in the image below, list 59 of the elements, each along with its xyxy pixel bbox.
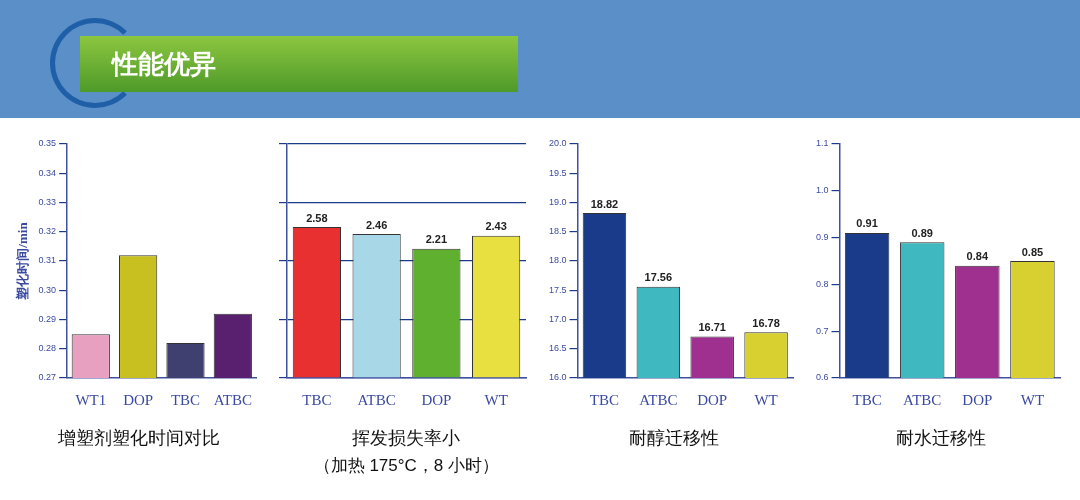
y-tick-label: 0.28 [38,343,56,354]
data-label: 0.89 [911,226,934,239]
data-label: 2.43 [485,220,507,233]
x-tick-label: DOP [122,391,153,408]
y-tick-label: 1.1 [816,138,829,149]
y-tick-label: 0.8 [816,278,829,289]
x-tick-label: WT1 [74,391,106,408]
y-tick-label: 0.7 [816,325,829,336]
y-tick-label: 0.29 [38,313,56,324]
data-label: 17.56 [644,271,673,284]
y-tick-label: 19.0 [549,196,567,207]
x-tick-label: ATBC [903,391,942,408]
y-tick-label: 0.6 [816,372,829,383]
text: （加热 175°C，8 小时） [313,455,499,477]
y-tick-label: 17.5 [549,284,567,295]
data-label: 2.58 [305,211,328,224]
x-tick-label: TBC [590,391,620,408]
y-tick-label: 16.5 [549,343,567,354]
y-tick-label: 0.27 [38,372,56,383]
y-tick-label: 0.9 [816,232,829,243]
y-tick-label: 18.5 [549,226,567,237]
y-tick-label: 1.0 [816,185,829,196]
data-label: 0.84 [967,250,990,263]
y-axis-title: 塑化时间/min [14,221,30,301]
y-tick-label: 19.5 [549,167,567,178]
x-tick-label: ATBC [357,391,396,408]
y-tick-label: 20.0 [549,138,567,149]
y-tick-label: 17.0 [549,313,567,324]
x-tick-label: DOP [697,391,728,408]
text: 耐水迁移性 [895,427,986,450]
y-tick-label: 0.35 [38,138,56,149]
data-label: 18.82 [590,197,619,210]
y-tick-label: 0.32 [38,226,56,237]
data-label: 16.71 [698,321,727,333]
x-tick-label: TBC [170,391,200,408]
x-tick-label: TBC [852,391,883,408]
x-tick-label: WT [754,391,778,408]
x-tick-label: ATBC [213,391,252,408]
y-tick-label: 18.0 [549,255,567,266]
data-label: 0.91 [856,217,879,230]
text: 挥发损失率小 [352,427,461,450]
data-label: 0.85 [1022,245,1044,258]
text: 性能优异 [112,47,216,81]
y-tick-label: 0.33 [38,196,56,207]
data-label: 2.21 [425,233,447,246]
x-tick-label: DOP [962,391,993,408]
y-tick-label: 0.31 [38,255,56,266]
y-tick-label: 0.34 [38,167,56,178]
data-label: 16.78 [752,316,780,329]
x-tick-label: ATBC [639,391,678,408]
text: 增塑剂塑化时间对比 [58,427,220,450]
text: 耐醇迁移性 [628,427,719,450]
y-tick-label: 16.0 [549,372,567,383]
x-tick-label: WT [1021,391,1045,408]
x-tick-label: DOP [421,391,452,408]
data-label: 2.46 [365,218,388,231]
y-tick-label: 0.30 [38,284,56,295]
x-tick-label: TBC [302,391,332,408]
x-tick-label: WT [484,391,508,408]
